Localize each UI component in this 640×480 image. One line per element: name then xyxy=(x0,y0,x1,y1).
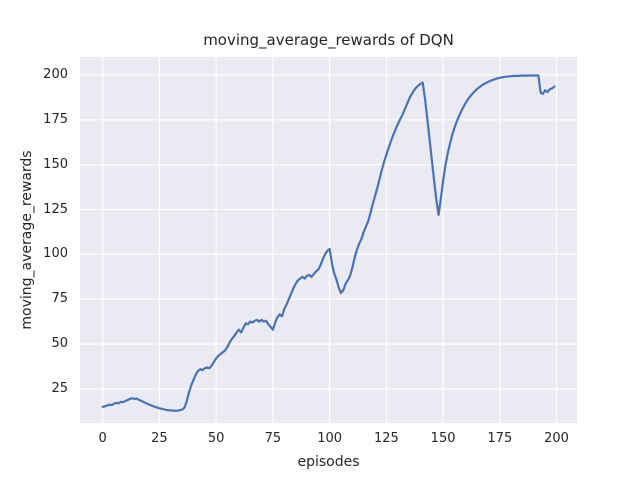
x-tick-label: 175 xyxy=(487,431,513,446)
x-tick-label: 100 xyxy=(317,431,343,446)
y-tick-label: 200 xyxy=(43,66,68,82)
reward-line xyxy=(101,74,556,412)
x-tick-label: 25 xyxy=(151,431,168,446)
y-tick-label: 100 xyxy=(43,246,68,262)
x-tick-label: 125 xyxy=(373,431,399,446)
x-axis-label: episodes xyxy=(297,454,360,470)
y-tick-label: 25 xyxy=(51,380,68,396)
chart-title: moving_average_rewards of DQN xyxy=(203,31,454,49)
y-tick-label: 50 xyxy=(51,336,68,352)
plot-area xyxy=(80,57,577,423)
x-tick-label: 50 xyxy=(207,431,225,446)
x-tick-label: 75 xyxy=(264,431,282,446)
x-tick-label: 150 xyxy=(430,431,456,446)
y-tick-label: 125 xyxy=(43,201,68,217)
x-tick-label: 0 xyxy=(98,431,107,446)
y-tick-label: 175 xyxy=(43,111,68,127)
x-tick-label: 200 xyxy=(544,431,569,446)
y-tick-label: 150 xyxy=(43,156,68,172)
y-tick-label: 75 xyxy=(51,291,68,307)
